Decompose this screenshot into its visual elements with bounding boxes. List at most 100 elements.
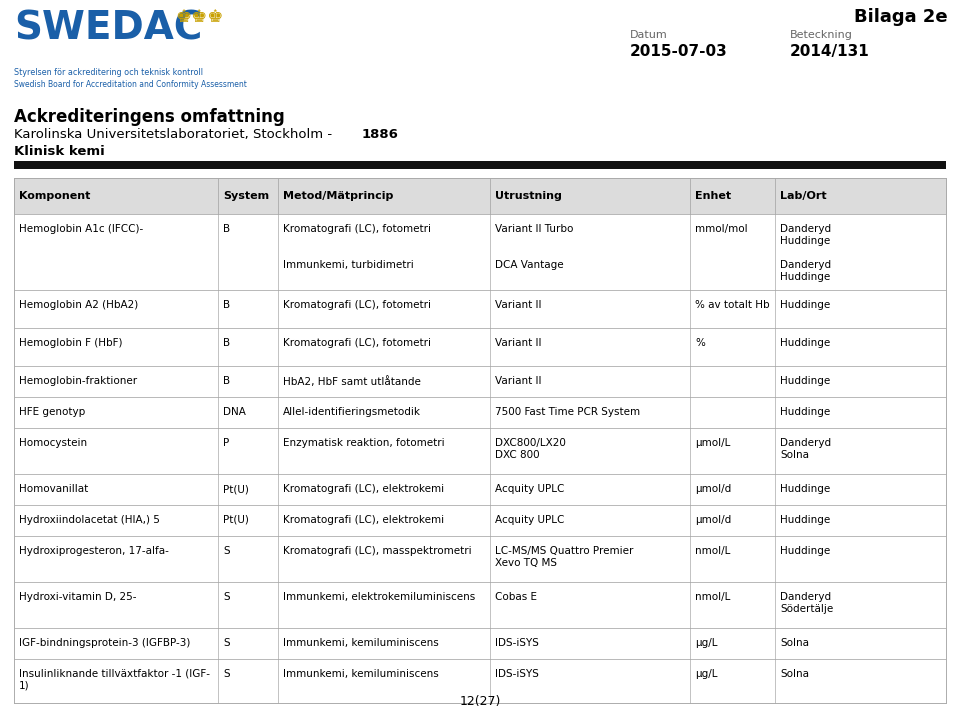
Text: Variant II: Variant II (495, 338, 541, 348)
Text: ♚♚♚: ♚♚♚ (175, 8, 224, 26)
Text: µmol/d: µmol/d (695, 484, 732, 494)
Text: Enzymatisk reaktion, fotometri: Enzymatisk reaktion, fotometri (283, 438, 444, 448)
Text: Kromatografi (LC), elektrokemi: Kromatografi (LC), elektrokemi (283, 484, 444, 494)
Text: µmol/L: µmol/L (695, 438, 731, 448)
Text: Klinisk kemi: Klinisk kemi (14, 145, 105, 158)
Text: Immunkemi, turbidimetri: Immunkemi, turbidimetri (283, 260, 414, 270)
Bar (14, 582, 946, 628)
Text: HbA2, HbF samt utlåtande: HbA2, HbF samt utlåtande (283, 376, 420, 387)
Text: Cobas E: Cobas E (495, 592, 537, 602)
Text: mmol/mol: mmol/mol (695, 224, 748, 234)
Text: DXC800/LX20
DXC 800: DXC800/LX20 DXC 800 (495, 438, 565, 459)
Text: Huddinge: Huddinge (780, 546, 830, 556)
Text: Immunkemi, kemiluminiscens: Immunkemi, kemiluminiscens (283, 638, 439, 648)
Text: Insulinliknande tillväxtfaktor -1 (IGF-
1): Insulinliknande tillväxtfaktor -1 (IGF- … (19, 669, 210, 691)
Bar (14, 328, 946, 366)
Text: Kromatografi (LC), elektrokemi: Kromatografi (LC), elektrokemi (283, 515, 444, 525)
Text: B: B (223, 300, 230, 310)
Text: Danderyd
Huddinge: Danderyd Huddinge (780, 224, 831, 246)
Text: 2014/131: 2014/131 (790, 44, 870, 59)
Text: nmol/L: nmol/L (695, 592, 731, 602)
Text: Pt(U): Pt(U) (223, 484, 249, 494)
Text: µmol/d: µmol/d (695, 515, 732, 525)
Bar (14, 161, 946, 169)
Bar (14, 214, 946, 290)
Text: IGF-bindningsprotein-3 (IGFBP-3): IGF-bindningsprotein-3 (IGFBP-3) (19, 638, 190, 648)
Text: Hemoglobin A2 (HbA2): Hemoglobin A2 (HbA2) (19, 300, 138, 310)
Text: 2015-07-03: 2015-07-03 (630, 44, 728, 59)
Text: Variant II: Variant II (495, 376, 541, 386)
Text: Utrustning: Utrustning (495, 191, 562, 201)
Text: µg/L: µg/L (695, 638, 717, 648)
Text: Kromatografi (LC), masspektrometri: Kromatografi (LC), masspektrometri (283, 546, 471, 556)
Text: Hemoglobin A1c (IFCC)-: Hemoglobin A1c (IFCC)- (19, 224, 143, 234)
Text: B: B (223, 224, 230, 234)
Text: HFE genotyp: HFE genotyp (19, 407, 85, 417)
Text: Swedish Board for Accreditation and Conformity Assessment: Swedish Board for Accreditation and Conf… (14, 80, 247, 89)
Text: Komponent: Komponent (19, 191, 90, 201)
Text: Kromatografi (LC), fotometri: Kromatografi (LC), fotometri (283, 338, 431, 348)
Text: System: System (223, 191, 269, 201)
Text: Danderyd
Solna: Danderyd Solna (780, 438, 831, 459)
Text: Solna: Solna (780, 638, 809, 648)
Text: %: % (695, 338, 705, 348)
Text: Hemoglobin F (HbF): Hemoglobin F (HbF) (19, 338, 123, 348)
Text: Styrelsen för ackreditering och teknisk kontroll: Styrelsen för ackreditering och teknisk … (14, 68, 203, 77)
Text: Kromatografi (LC), fotometri: Kromatografi (LC), fotometri (283, 300, 431, 310)
Text: Danderyd
Huddinge: Danderyd Huddinge (780, 260, 831, 282)
Bar (14, 659, 946, 703)
Text: IDS-iSYS: IDS-iSYS (495, 638, 539, 648)
Text: 1886: 1886 (362, 128, 398, 141)
Text: 7500 Fast Time PCR System: 7500 Fast Time PCR System (495, 407, 640, 417)
Bar (14, 397, 946, 428)
Text: P: P (223, 438, 229, 448)
Text: nmol/L: nmol/L (695, 546, 731, 556)
Text: Immunkemi, kemiluminiscens: Immunkemi, kemiluminiscens (283, 669, 439, 679)
Text: B: B (223, 376, 230, 386)
Text: Acquity UPLC: Acquity UPLC (495, 515, 564, 525)
Bar (14, 536, 946, 582)
Text: Datum: Datum (630, 30, 668, 40)
Text: Ackrediteringens omfattning: Ackrediteringens omfattning (14, 108, 285, 126)
Text: S: S (223, 592, 229, 602)
Text: Bilaga 2e: Bilaga 2e (854, 8, 948, 26)
Text: 12(27): 12(27) (459, 695, 501, 708)
Text: Homovanillat: Homovanillat (19, 484, 88, 494)
Text: Huddinge: Huddinge (780, 300, 830, 310)
Text: Acquity UPLC: Acquity UPLC (495, 484, 564, 494)
Text: Beteckning: Beteckning (790, 30, 852, 40)
Text: µg/L: µg/L (695, 669, 717, 679)
Text: Kromatografi (LC), fotometri: Kromatografi (LC), fotometri (283, 224, 431, 234)
Text: LC-MS/MS Quattro Premier
Xevo TQ MS: LC-MS/MS Quattro Premier Xevo TQ MS (495, 546, 634, 567)
Bar (14, 178, 946, 214)
Text: Variant II Turbo: Variant II Turbo (495, 224, 573, 234)
Bar (14, 474, 946, 505)
Text: Pt(U): Pt(U) (223, 515, 249, 525)
Text: B: B (223, 338, 230, 348)
Text: Karolinska Universitetslaboratoriet, Stockholm -: Karolinska Universitetslaboratoriet, Sto… (14, 128, 336, 141)
Text: Variant II: Variant II (495, 300, 541, 310)
Bar (14, 366, 946, 397)
Text: S: S (223, 546, 229, 556)
Text: S: S (223, 638, 229, 648)
Text: IDS-iSYS: IDS-iSYS (495, 669, 539, 679)
Text: Enhet: Enhet (695, 191, 732, 201)
Text: % av totalt Hb: % av totalt Hb (695, 300, 770, 310)
Text: Hydroxiindolacetat (HIA,) 5: Hydroxiindolacetat (HIA,) 5 (19, 515, 160, 525)
Text: Huddinge: Huddinge (780, 407, 830, 417)
Text: Homocystein: Homocystein (19, 438, 87, 448)
Text: Lab/Ort: Lab/Ort (780, 191, 827, 201)
Text: Huddinge: Huddinge (780, 338, 830, 348)
Bar (14, 428, 946, 474)
Text: Immunkemi, elektrokemiluminiscens: Immunkemi, elektrokemiluminiscens (283, 592, 475, 602)
Text: Hydroxiprogesteron, 17-alfa-: Hydroxiprogesteron, 17-alfa- (19, 546, 169, 556)
Bar (14, 628, 946, 659)
Bar (14, 505, 946, 536)
Text: Huddinge: Huddinge (780, 376, 830, 386)
Text: Metod/Mätprincip: Metod/Mätprincip (283, 191, 394, 201)
Text: SWEDAC: SWEDAC (14, 10, 203, 48)
Text: Huddinge: Huddinge (780, 515, 830, 525)
Text: S: S (223, 669, 229, 679)
Text: DCA Vantage: DCA Vantage (495, 260, 564, 270)
Text: Hemoglobin-fraktioner: Hemoglobin-fraktioner (19, 376, 137, 386)
